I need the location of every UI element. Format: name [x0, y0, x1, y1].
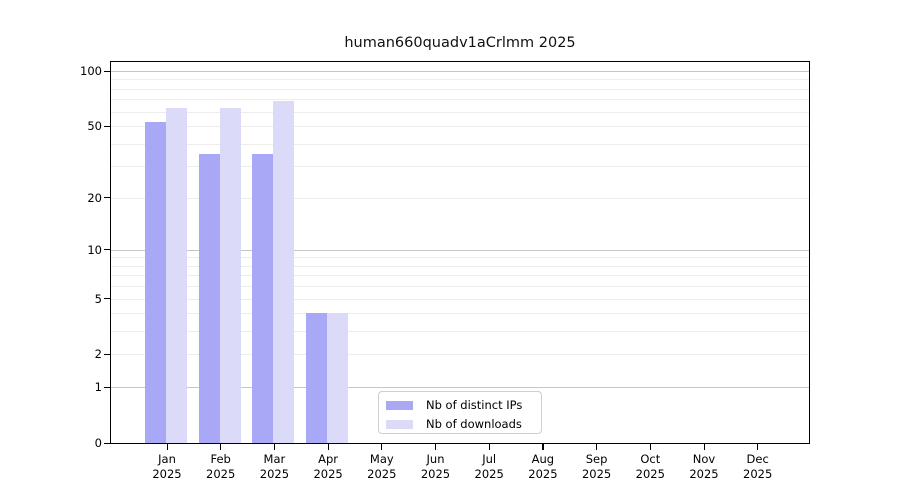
gridline-minor-8 — [111, 265, 809, 267]
y-tick-label-20: 20 — [87, 190, 102, 205]
x-tick-mark-jun — [435, 444, 437, 450]
legend-label-distinct-ips: Nb of distinct IPs — [426, 398, 523, 412]
y-tick-mark-20 — [104, 197, 110, 199]
x-tick-label-nov: Nov 2025 — [689, 452, 719, 481]
gridline-minor-70 — [111, 99, 809, 101]
x-tick-mark-oct — [649, 444, 651, 450]
gridline-minor-4 — [111, 313, 809, 315]
bar-downloads-jan — [166, 107, 187, 443]
chart-title: human660quadv1aCrlmm 2025 — [344, 35, 576, 51]
y-tick-label-2: 2 — [94, 347, 102, 362]
bar-distinct-ips-feb — [198, 154, 220, 443]
x-tick-mark-nov — [703, 444, 705, 450]
x-tick-label-feb: Feb 2025 — [206, 452, 236, 481]
legend-entry-downloads: Nb of downloads — [386, 416, 541, 432]
legend-entry-distinct-ips: Nb of distinct IPs — [386, 397, 541, 413]
x-tick-label-oct: Oct 2025 — [635, 452, 665, 481]
plot-area — [110, 61, 810, 444]
gridline-minor-90 — [111, 79, 809, 81]
x-tick-mark-feb — [220, 444, 222, 450]
y-tick-mark-10 — [104, 249, 110, 251]
gridline-minor-9 — [111, 257, 809, 259]
gridline-minor-3 — [111, 331, 809, 333]
gridline-minor-30 — [111, 166, 809, 168]
legend-swatch-downloads — [386, 419, 413, 429]
y-tick-label-1: 1 — [94, 380, 102, 395]
x-tick-mark-may — [381, 444, 383, 450]
x-tick-mark-dec — [757, 444, 759, 450]
bar-downloads-feb — [219, 107, 241, 443]
gridline-minor-20 — [111, 197, 809, 199]
x-tick-label-apr: Apr 2025 — [313, 452, 343, 481]
x-tick-mark-jul — [488, 444, 490, 450]
y-tick-label-10: 10 — [87, 242, 102, 257]
y-tick-mark-50 — [104, 125, 110, 127]
gridline-minor-6 — [111, 286, 809, 288]
y-tick-mark-2 — [104, 353, 110, 356]
x-tick-label-jan: Jan 2025 — [152, 452, 182, 481]
x-tick-label-dec: Dec 2025 — [743, 452, 773, 481]
gridline-minor-7 — [111, 275, 809, 277]
legend-swatch-distinct-ips — [386, 400, 413, 410]
gridline-major-1 — [111, 387, 809, 389]
bar-distinct-ips-apr — [306, 313, 328, 443]
gridline-major-100 — [111, 71, 809, 73]
y-tick-mark-0 — [104, 442, 110, 444]
bar-downloads-mar — [273, 100, 295, 443]
gridline-minor-5 — [111, 298, 809, 300]
y-tick-mark-1 — [104, 386, 110, 388]
legend-label-downloads: Nb of downloads — [426, 417, 522, 431]
x-tick-mark-mar — [273, 444, 276, 450]
y-tick-label-100: 100 — [80, 64, 102, 79]
x-tick-mark-sep — [596, 444, 598, 450]
x-tick-label-jun: Jun 2025 — [420, 452, 451, 481]
gridline-minor-60 — [111, 111, 809, 113]
gridline-minor-40 — [111, 143, 809, 145]
bar-distinct-ips-jan — [145, 121, 166, 443]
y-tick-mark-100 — [104, 70, 110, 72]
y-tick-label-5: 5 — [94, 291, 102, 306]
x-tick-label-sep: Sep 2025 — [581, 452, 612, 481]
legend: Nb of distinct IPs Nb of downloads — [378, 391, 542, 434]
gridline-minor-2 — [111, 354, 809, 356]
x-tick-label-aug: Aug 2025 — [528, 452, 558, 481]
x-tick-label-may: May 2025 — [367, 452, 397, 481]
y-tick-label-0: 0 — [94, 436, 102, 450]
gridline-major-10 — [111, 249, 809, 251]
x-tick-label-jul: Jul 2025 — [474, 452, 504, 481]
gridline-minor-80 — [111, 88, 809, 90]
x-tick-mark-aug — [542, 444, 544, 450]
x-tick-label-mar: Mar 2025 — [259, 452, 290, 481]
x-tick-mark-apr — [327, 444, 329, 450]
bar-downloads-apr — [327, 313, 349, 443]
x-tick-mark-jan — [166, 444, 168, 450]
y-tick-label-50: 50 — [87, 119, 102, 134]
gridline-minor-50 — [111, 126, 809, 128]
bar-distinct-ips-mar — [252, 154, 274, 443]
y-tick-mark-5 — [104, 298, 110, 300]
